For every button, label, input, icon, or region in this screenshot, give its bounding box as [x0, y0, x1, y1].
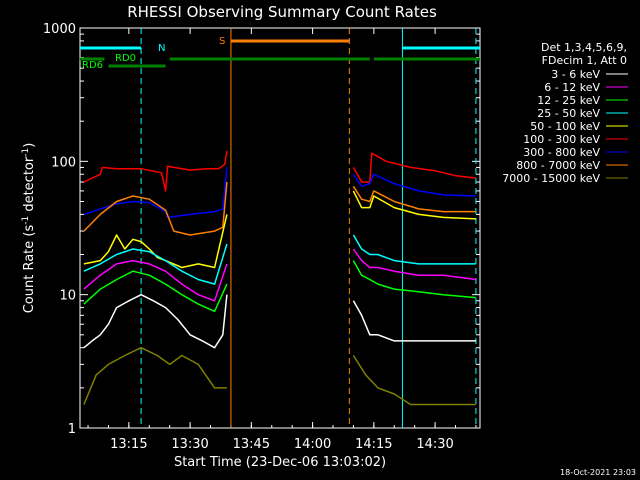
series-line — [83, 270, 228, 313]
x-tick-label: 14:30 — [416, 437, 453, 452]
series-line — [83, 181, 228, 236]
x-tick-label: 14:00 — [294, 437, 331, 452]
legend-label: 800 - 7000 keV — [516, 159, 600, 172]
legend-entry: 25 - 50 keV — [537, 107, 628, 120]
legend-label: 3 - 6 keV — [551, 68, 600, 81]
x-tick-label: 13:15 — [110, 437, 147, 452]
series-line — [83, 259, 228, 302]
plot-area — [79, 27, 481, 429]
x-tick-label: 13:30 — [171, 437, 208, 452]
flag-label-s: S — [219, 36, 225, 47]
series-line — [352, 152, 476, 183]
series-line — [352, 185, 476, 213]
y-tick-label: 1 — [68, 422, 76, 437]
legend-entry: 6 - 12 keV — [544, 81, 628, 94]
legend: 3 - 6 keV 6 - 12 keV 12 - 25 keV 25 - 50… — [502, 68, 628, 185]
series-line — [352, 300, 476, 342]
x-tick-label: 13:45 — [233, 437, 270, 452]
series-line — [83, 293, 228, 349]
series-line — [83, 214, 228, 269]
legend-label: 25 - 50 keV — [537, 107, 600, 120]
series-lines — [83, 150, 476, 406]
flag-label-n: N — [158, 43, 165, 54]
series-line — [352, 190, 476, 220]
y-tick-label: 100 — [51, 155, 76, 170]
time-markers — [140, 28, 477, 428]
legend-label: 12 - 25 keV — [537, 94, 600, 107]
series-line — [352, 173, 476, 197]
flag-bars — [79, 39, 480, 68]
series-line — [352, 234, 476, 265]
legend-header-1: Det 1,3,4,5,6,9, — [541, 41, 627, 54]
legend-label: 7000 - 15000 keV — [502, 172, 600, 185]
flag-label-rd6: RD6 — [82, 60, 103, 71]
y-axis-label: Count Rate (s-1 detector-1) — [21, 143, 37, 314]
series-line — [83, 243, 228, 285]
chart-title: RHESSI Observing Summary Count Rates — [127, 3, 437, 21]
legend-entry: 7000 - 15000 keV — [502, 172, 628, 185]
legend-label: 100 - 300 keV — [523, 133, 600, 146]
timestamp: 18-Oct-2021 23:03 — [560, 468, 636, 477]
x-tick-label: 14:15 — [355, 437, 392, 452]
series-line — [83, 346, 227, 405]
legend-entry: 800 - 7000 keV — [516, 159, 628, 172]
series-line — [352, 355, 476, 406]
legend-entry: 100 - 300 keV — [523, 133, 628, 146]
legend-label: 6 - 12 keV — [544, 81, 600, 94]
legend-label: 50 - 100 keV — [530, 120, 600, 133]
x-axis-label: Start Time (23-Dec-06 13:03:02) — [174, 455, 386, 470]
legend-header-2: FDecim 1, Att 0 — [542, 54, 627, 67]
legend-entry: 300 - 800 keV — [523, 146, 628, 159]
legend-label: 300 - 800 keV — [523, 146, 600, 159]
series-line — [352, 260, 476, 299]
legend-entry: 12 - 25 keV — [537, 94, 628, 107]
legend-entry: 50 - 100 keV — [530, 120, 628, 133]
flag-label-rd0: RD0 — [115, 53, 136, 64]
y-tick-label: 1000 — [43, 22, 76, 37]
series-line — [83, 150, 228, 192]
y-tick-label: 10 — [59, 289, 76, 304]
series-line — [352, 248, 476, 281]
legend-entry: 3 - 6 keV — [551, 68, 628, 81]
